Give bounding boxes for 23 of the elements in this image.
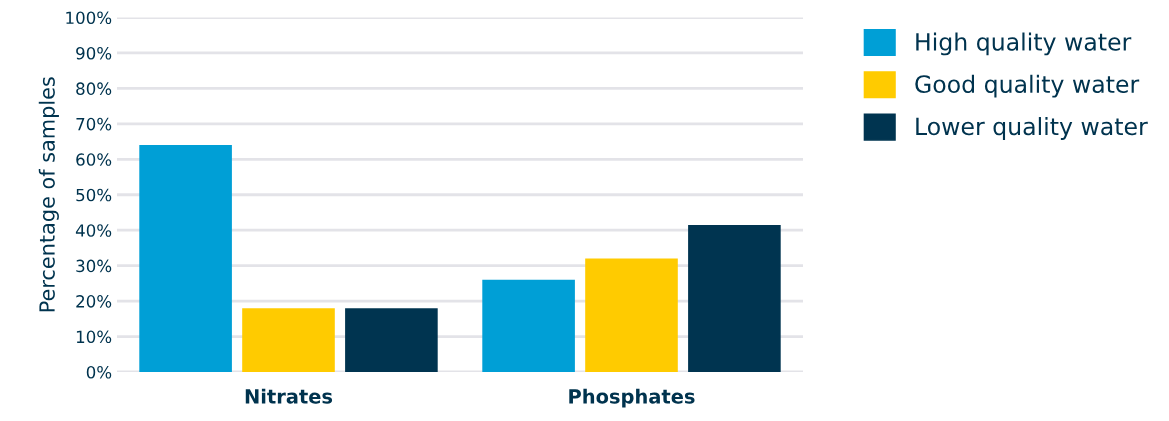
bar — [345, 308, 438, 372]
legend-label: Good quality water — [915, 74, 1140, 98]
x-tick-label: Phosphates — [569, 388, 695, 408]
y-tick-label: 30% — [76, 259, 112, 273]
y-tick-label: 60% — [76, 153, 112, 166]
y-tick-label: 0% — [86, 365, 112, 379]
y-axis-title: Percentage of samples — [38, 77, 59, 312]
y-tick-label: 10% — [76, 330, 112, 344]
bar — [585, 258, 678, 372]
legend-label: Lower quality water — [916, 117, 1148, 140]
bar — [688, 224, 781, 372]
y-tick-label: 80% — [76, 82, 112, 95]
y-tick-label: 20% — [76, 295, 112, 308]
y-tick-label: 100% — [66, 11, 112, 25]
x-tick-label: Nitrates — [245, 388, 333, 404]
legend-label: High quality water — [916, 32, 1132, 56]
bar — [139, 145, 232, 372]
y-tick-label: 40% — [75, 224, 112, 237]
bar — [482, 279, 575, 372]
y-tick-label: 70% — [76, 117, 112, 131]
y-tick-label: 50% — [76, 188, 112, 202]
bar — [242, 308, 335, 372]
y-tick-label: 90% — [76, 46, 112, 60]
